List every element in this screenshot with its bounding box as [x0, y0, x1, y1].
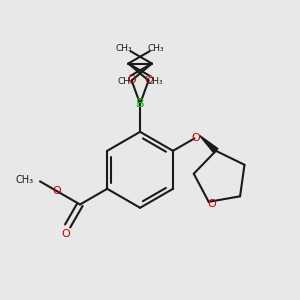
- Polygon shape: [200, 136, 218, 153]
- Text: CH₃: CH₃: [148, 44, 164, 53]
- Text: CH₃: CH₃: [146, 76, 163, 85]
- Text: O: O: [127, 76, 136, 85]
- Text: O: O: [208, 200, 216, 209]
- Text: B: B: [136, 97, 144, 110]
- Text: O: O: [52, 186, 61, 196]
- Text: O: O: [61, 229, 70, 239]
- Text: O: O: [192, 134, 200, 143]
- Text: CH₃: CH₃: [16, 175, 34, 185]
- Text: CH₃: CH₃: [116, 44, 132, 53]
- Text: CH₃: CH₃: [117, 76, 134, 85]
- Text: O: O: [144, 76, 153, 85]
